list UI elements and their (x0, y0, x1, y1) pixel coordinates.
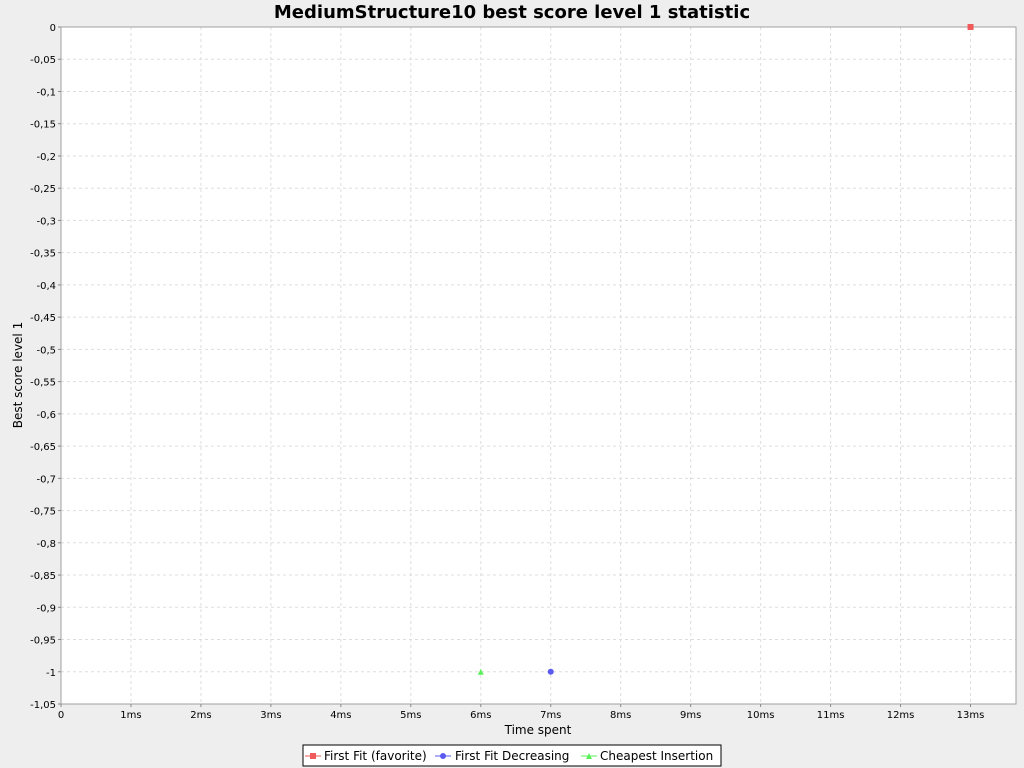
x-axis: 0 1ms 2ms 3ms 4ms 5ms 6ms 7ms 8ms 9ms 10ms 11ms 12ms… (58, 704, 985, 721)
x-axis-label: Time spent (504, 723, 572, 737)
y-tick-label: -0,3 (36, 216, 56, 227)
y-axis: 0 -0,05 -0,1 -0,15 -0,2 -0,25 -0,3 -0,35 -0,4 -0,… (30, 23, 61, 711)
x-tick-label: 3ms (260, 710, 281, 721)
legend-entry: First Fit Decreasing (455, 749, 569, 763)
legend-entry: Cheapest Insertion (600, 749, 713, 763)
y-tick-label: 0 (50, 23, 56, 34)
x-tick-label: 2ms (190, 710, 211, 721)
x-tick-label: 10ms (747, 710, 775, 721)
y-tick-label: -0,25 (30, 184, 56, 195)
y-tick-label: -0,8 (36, 539, 56, 550)
y-axis-label: Best score level 1 (11, 322, 25, 428)
legend-entry: First Fit (favorite) (324, 749, 427, 763)
x-tick-label: 7ms (540, 710, 561, 721)
x-tick-label: 11ms (817, 710, 845, 721)
data-point-circle (547, 668, 554, 675)
grid (60, 26, 1016, 705)
plot-border (60, 26, 1017, 705)
x-tick-label: 12ms (887, 710, 915, 721)
y-tick-label: -0,75 (30, 507, 56, 518)
y-tick-label: -0,15 (30, 120, 56, 131)
legend-marker-square (310, 753, 316, 759)
x-tick-label: 1ms (120, 710, 141, 721)
x-tick-label: 8ms (610, 710, 631, 721)
x-tick-label: 9ms (680, 710, 701, 721)
y-tick-label: -0,55 (30, 378, 56, 389)
data-point-square (967, 24, 974, 30)
y-tick-label: -0,2 (36, 152, 56, 163)
legend-marker-triangle (586, 753, 592, 759)
y-tick-label: -0,85 (30, 571, 56, 582)
legend-marker-circle (440, 753, 446, 759)
y-tick-label: -0,5 (36, 345, 56, 356)
y-tick-label: -0,7 (36, 474, 56, 485)
x-tick-label: 6ms (470, 710, 491, 721)
y-tick-label: -0,95 (30, 636, 56, 647)
chart-title: MediumStructure10 best score level 1 sta… (274, 2, 750, 23)
y-tick-label: -0,9 (36, 603, 56, 614)
legend: First Fit (favorite) First Fit Decreasing… (302, 744, 722, 767)
y-tick-label: -0,1 (36, 87, 56, 98)
legend-box (302, 744, 722, 767)
y-tick-label: -0,65 (30, 442, 56, 453)
x-tick-label: 13ms (957, 710, 985, 721)
y-tick-label: -0,6 (36, 410, 56, 421)
x-tick-label: 4ms (330, 710, 351, 721)
y-tick-label: -0,4 (36, 281, 56, 292)
x-tick-label: 5ms (400, 710, 421, 721)
y-tick-label: -0,35 (30, 249, 56, 260)
x-tick-label: 0 (58, 710, 64, 721)
y-tick-label: -0,05 (30, 55, 56, 66)
y-tick-label: -0,45 (30, 313, 56, 324)
data-point-triangle (477, 668, 484, 675)
data-points (477, 24, 974, 675)
plot-background (61, 27, 1016, 704)
y-tick-label: -1,05 (30, 700, 56, 711)
y-tick-label: -1 (46, 668, 56, 679)
